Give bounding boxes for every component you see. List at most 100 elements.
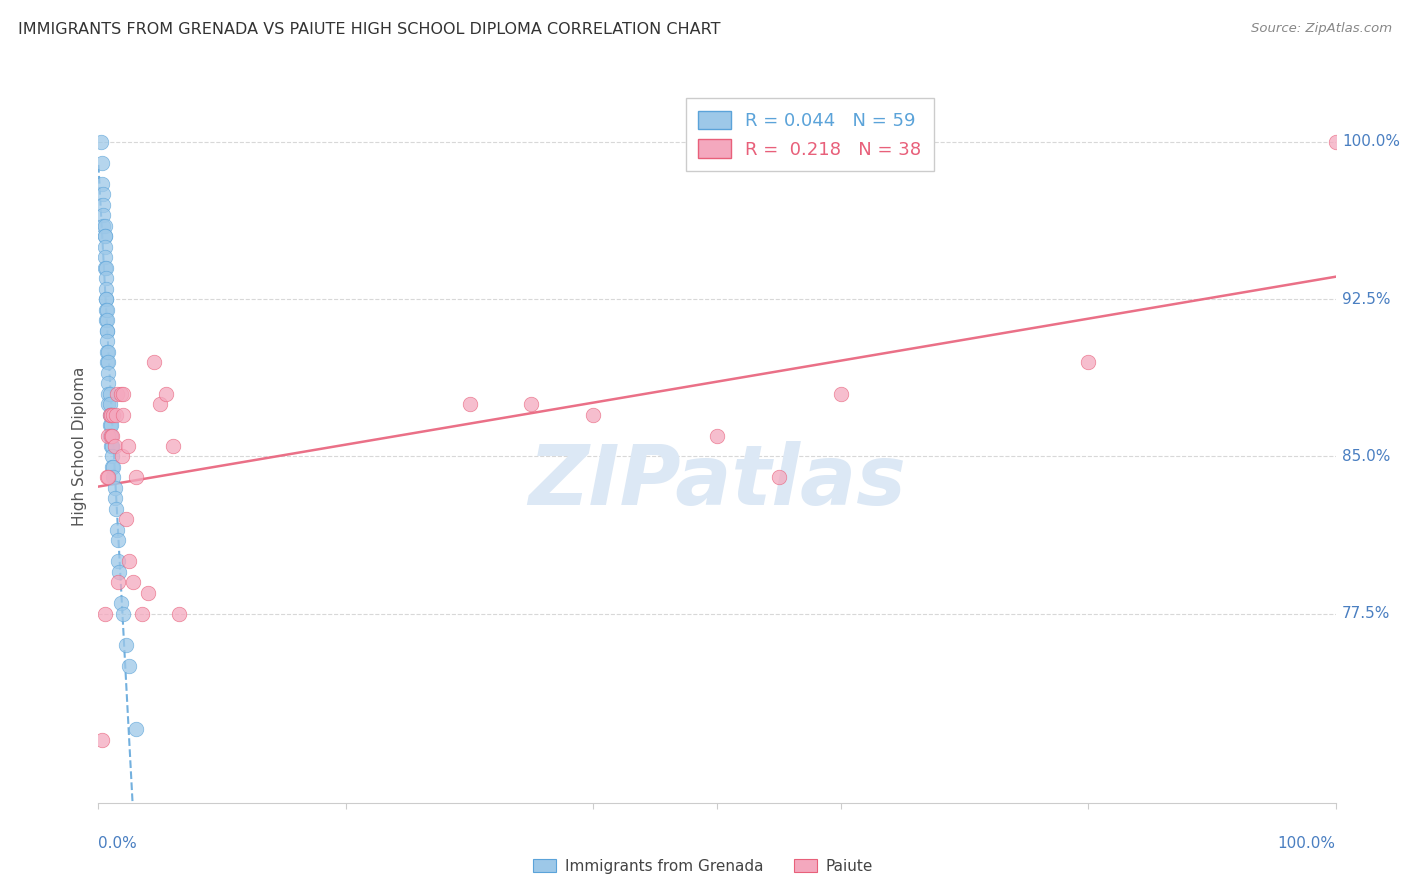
Point — [98, 397, 121, 411]
Point — [93, 229, 115, 244]
Point — [91, 177, 114, 191]
Point — [118, 554, 141, 568]
Text: 100.0%: 100.0% — [1278, 837, 1336, 851]
Point — [830, 386, 852, 401]
Point — [103, 491, 125, 506]
Point — [98, 386, 121, 401]
Point — [582, 408, 605, 422]
Point — [98, 408, 121, 422]
Point — [100, 408, 122, 422]
Point — [93, 219, 115, 233]
Point — [105, 386, 128, 401]
Text: 77.5%: 77.5% — [1341, 607, 1391, 622]
Point — [96, 324, 118, 338]
Point — [97, 344, 120, 359]
Point — [103, 408, 125, 422]
Point — [124, 470, 146, 484]
Point — [93, 607, 115, 621]
Text: 0.0%: 0.0% — [98, 837, 138, 851]
Text: 100.0%: 100.0% — [1341, 134, 1400, 149]
Point — [97, 428, 120, 442]
Point — [1324, 135, 1347, 149]
Point — [108, 565, 131, 579]
Point — [93, 260, 115, 275]
Text: Source: ZipAtlas.com: Source: ZipAtlas.com — [1251, 22, 1392, 36]
Point — [112, 386, 135, 401]
Point — [97, 470, 120, 484]
Point — [136, 586, 159, 600]
Point — [122, 575, 145, 590]
Point — [103, 439, 125, 453]
Point — [117, 439, 139, 453]
Point — [110, 386, 132, 401]
Point — [162, 439, 184, 453]
Point — [768, 470, 790, 484]
Point — [94, 313, 117, 327]
Point — [93, 219, 115, 233]
Point — [1077, 355, 1099, 369]
Point — [101, 460, 124, 475]
Point — [97, 386, 120, 401]
Point — [103, 481, 125, 495]
Text: ZIPatlas: ZIPatlas — [529, 442, 905, 522]
Point — [97, 397, 120, 411]
Point — [114, 639, 136, 653]
Point — [155, 386, 177, 401]
Point — [96, 344, 118, 359]
Point — [167, 607, 190, 621]
Point — [93, 229, 115, 244]
Point — [100, 439, 122, 453]
Text: IMMIGRANTS FROM GRENADA VS PAIUTE HIGH SCHOOL DIPLOMA CORRELATION CHART: IMMIGRANTS FROM GRENADA VS PAIUTE HIGH S… — [18, 22, 721, 37]
Point — [107, 533, 129, 548]
Point — [94, 292, 117, 306]
Point — [96, 355, 118, 369]
Point — [124, 723, 146, 737]
Point — [97, 366, 120, 380]
Point — [96, 334, 118, 348]
Point — [96, 302, 118, 317]
Point — [96, 313, 118, 327]
Point — [94, 282, 117, 296]
Point — [101, 439, 124, 453]
Point — [112, 408, 135, 422]
Point — [93, 239, 115, 253]
Point — [94, 292, 117, 306]
Point — [98, 417, 121, 432]
Point — [94, 260, 117, 275]
Y-axis label: High School Diploma: High School Diploma — [72, 367, 87, 525]
Point — [100, 428, 122, 442]
Point — [706, 428, 728, 442]
Point — [114, 512, 136, 526]
Point — [107, 575, 129, 590]
Point — [104, 408, 127, 422]
Point — [93, 208, 115, 222]
Point — [458, 397, 481, 411]
Point — [97, 355, 120, 369]
Point — [96, 470, 118, 484]
Point — [101, 450, 124, 464]
Text: 85.0%: 85.0% — [1341, 449, 1391, 464]
Point — [93, 197, 115, 211]
Point — [97, 376, 120, 390]
Point — [91, 155, 114, 169]
Point — [100, 408, 122, 422]
Point — [520, 397, 543, 411]
Point — [93, 187, 115, 202]
Point — [94, 302, 117, 317]
Point — [91, 732, 114, 747]
Point — [98, 408, 121, 422]
Point — [105, 523, 128, 537]
Point — [103, 470, 125, 484]
Point — [107, 554, 129, 568]
Point — [118, 659, 141, 673]
Point — [143, 355, 166, 369]
Point — [112, 607, 135, 621]
Point — [100, 428, 122, 442]
Point — [110, 596, 132, 610]
Text: 92.5%: 92.5% — [1341, 292, 1391, 307]
Point — [96, 324, 118, 338]
Point — [111, 450, 134, 464]
Legend: R = 0.044   N = 59, R =  0.218   N = 38: R = 0.044 N = 59, R = 0.218 N = 38 — [686, 98, 934, 171]
Point — [104, 502, 127, 516]
Point — [98, 428, 121, 442]
